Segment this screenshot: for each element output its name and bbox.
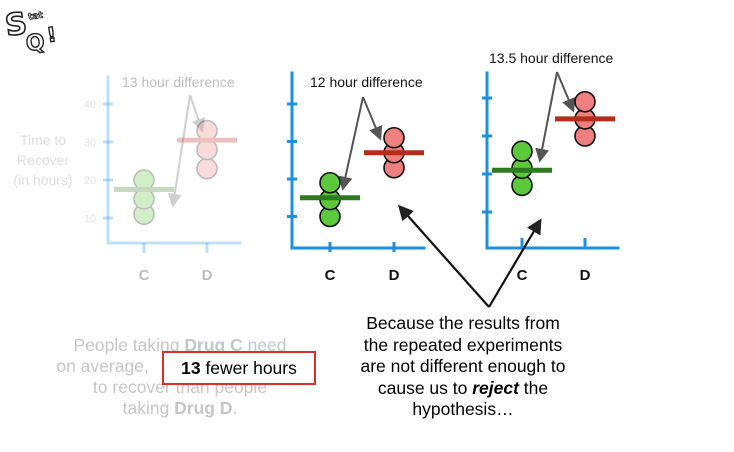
conclusion-arrows (397, 204, 542, 308)
drug-c-point (133, 203, 155, 225)
original-result-statement: People taking Drug C need on average, to… (56, 335, 287, 418)
svg-text:Time to: Time to (20, 132, 66, 148)
difference-label: 12 hour difference (310, 74, 423, 90)
category-label-d: D (580, 267, 591, 284)
drug-d-point (383, 126, 405, 149)
difference-label: 13 hour difference (122, 74, 235, 90)
drug-c-point (133, 169, 155, 191)
svg-text:!: ! (45, 22, 57, 47)
category-label-c: C (139, 267, 150, 284)
statquest-logo: S tat Q ! (2, 5, 58, 58)
original-experiment-panel: Time to Recover (in hours) 13 hour diffe… (13, 74, 242, 245)
drug-d-point (574, 91, 596, 113)
svg-text:(in hours): (in hours) (13, 172, 72, 188)
conclusion-text: Because the results from the repeated ex… (360, 313, 566, 419)
category-label-d: D (389, 267, 400, 284)
y-tick-label: 20 (84, 175, 96, 187)
svg-text:Q: Q (24, 30, 46, 57)
category-label-d: D (202, 267, 213, 284)
drug-d-point (196, 119, 218, 142)
panel-marks-original: 10 20 30 40 C D (84, 99, 237, 284)
category-label-c: C (325, 267, 336, 284)
difference-arrows (167, 71, 576, 208)
repeat-experiment-2-panel: 13.5 hour difference (485, 50, 620, 250)
drug-c-point (133, 188, 155, 210)
svg-text:tat: tat (28, 11, 45, 23)
y-tick-label: 30 (84, 137, 96, 149)
category-label-c: C (517, 267, 528, 284)
drug-d-point (196, 138, 218, 161)
drug-c-point (511, 140, 533, 162)
difference-label: 13.5 hour difference (489, 50, 613, 66)
drug-c-point (319, 171, 341, 194)
svg-text:Recover: Recover (17, 152, 69, 168)
highlighted-difference-box: 13 fewer hours (162, 351, 316, 385)
y-tick-label: 10 (84, 213, 96, 225)
drug-d-point (196, 157, 218, 180)
y-axis-label: Time to Recover (in hours) (13, 132, 72, 188)
y-tick-label: 40 (84, 99, 96, 111)
repeat-experiment-1-panel: 12 hour difference (290, 71, 426, 250)
